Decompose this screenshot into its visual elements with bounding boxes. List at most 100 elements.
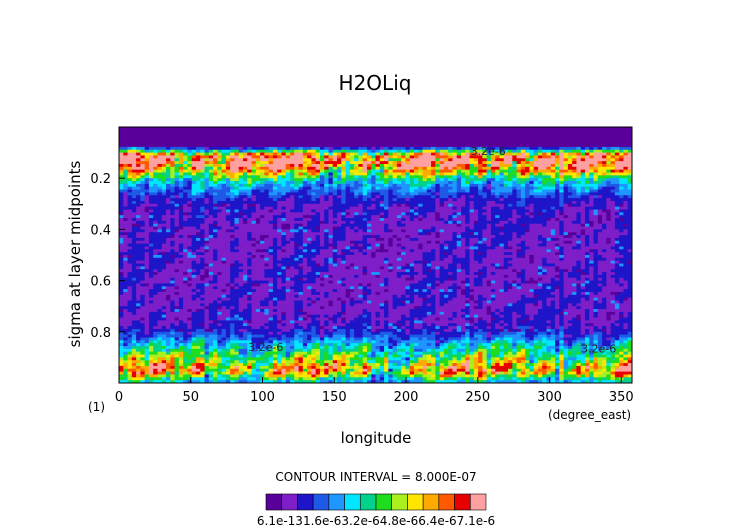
heatmap-cell [482, 206, 488, 211]
heatmap-cell [161, 155, 167, 159]
heatmap-cell [486, 203, 492, 208]
heatmap-cell [213, 129, 218, 134]
heatmap-cell [238, 146, 244, 151]
heatmap-cell [268, 181, 274, 185]
heatmap-cell [602, 235, 607, 239]
heatmap-cell [375, 220, 381, 225]
heatmap-cell [486, 146, 492, 151]
heatmap-cell [418, 198, 424, 202]
heatmap-cell [332, 183, 338, 188]
heatmap-cell [345, 181, 351, 185]
heatmap-cell [597, 223, 603, 228]
heatmap-cell [602, 166, 607, 171]
heatmap-cell [392, 243, 398, 248]
heatmap-cell [200, 152, 206, 157]
heatmap-cell [516, 129, 522, 134]
heatmap-cell [597, 127, 603, 131]
heatmap-cell [375, 189, 381, 194]
heatmap-cell [379, 235, 385, 239]
heatmap-cell [508, 235, 513, 239]
heatmap-cell [123, 218, 129, 222]
heatmap-cell [584, 198, 590, 202]
heatmap-cell [610, 135, 616, 139]
heatmap-cell [473, 135, 479, 139]
heatmap-cell [290, 243, 295, 248]
heatmap-cell [200, 243, 206, 248]
heatmap-cell [542, 215, 548, 219]
heatmap-cell [332, 218, 338, 222]
heatmap-cell [170, 192, 176, 196]
heatmap-cell [388, 155, 394, 159]
heatmap-cell [525, 235, 531, 239]
heatmap-cell [358, 169, 364, 174]
heatmap-cell [555, 144, 560, 148]
heatmap-cell [490, 175, 496, 179]
heatmap-cell [337, 175, 342, 179]
heatmap-cell [439, 206, 445, 211]
heatmap-cell [238, 200, 244, 205]
heatmap-cell [542, 209, 548, 213]
heatmap-cell [426, 172, 432, 176]
heatmap-cell [443, 215, 449, 219]
heatmap-cell [478, 146, 483, 151]
heatmap-cell [401, 212, 407, 216]
heatmap-cell [371, 178, 377, 182]
heatmap-cell [200, 229, 206, 233]
heatmap-cell [213, 149, 218, 154]
heatmap-cell [409, 146, 415, 151]
heatmap-cell [148, 189, 154, 194]
heatmap-cell [627, 195, 632, 199]
heatmap-cell [576, 223, 582, 228]
heatmap-cell [435, 183, 441, 188]
heatmap-cell [230, 200, 236, 205]
heatmap-cell [281, 226, 287, 230]
heatmap-cell [456, 229, 462, 233]
heatmap-cell [550, 146, 556, 151]
heatmap-cell [439, 240, 445, 245]
heatmap-cell [294, 141, 300, 145]
heatmap-cell [302, 240, 308, 245]
heatmap-cell [208, 178, 214, 182]
heatmap-cell [465, 155, 471, 159]
heatmap-cell [217, 169, 223, 174]
heatmap-cell [195, 141, 201, 145]
heatmap-cell [242, 163, 248, 168]
heatmap-cell [533, 155, 539, 159]
heatmap-cell [251, 129, 257, 134]
heatmap-cell [388, 212, 394, 216]
heatmap-cell [482, 178, 488, 182]
heatmap-cell [610, 189, 616, 194]
heatmap-cell [281, 237, 287, 242]
heatmap-cell [238, 138, 244, 142]
heatmap-cell [234, 178, 240, 182]
heatmap-cell [294, 215, 300, 219]
heatmap-cell [495, 183, 501, 188]
heatmap-cell [285, 163, 291, 168]
heatmap-cell [230, 138, 236, 142]
heatmap-cell [431, 175, 436, 179]
heatmap-cell [469, 178, 475, 182]
heatmap-cell [277, 212, 283, 216]
heatmap-cell [328, 166, 334, 171]
heatmap-cell [405, 172, 411, 176]
heatmap-cell [272, 127, 278, 131]
heatmap-cell [435, 175, 441, 179]
heatmap-cell [593, 155, 599, 159]
heatmap-cell [144, 138, 150, 142]
heatmap-cell [435, 229, 441, 233]
heatmap-cell [307, 169, 312, 174]
heatmap-cell [277, 243, 283, 248]
heatmap-cell [354, 132, 360, 137]
heatmap-cell [584, 237, 590, 242]
heatmap-cell [341, 198, 347, 202]
heatmap-cell [597, 189, 603, 194]
heatmap-cell [221, 175, 227, 179]
heatmap-cell [418, 235, 424, 239]
heatmap-cell [349, 175, 355, 179]
heatmap-cell [345, 243, 351, 248]
heatmap-cell [234, 166, 240, 171]
heatmap-cell [473, 163, 479, 168]
heatmap-cell [255, 243, 261, 248]
heatmap-cell [405, 218, 411, 222]
heatmap-cell [572, 155, 578, 159]
